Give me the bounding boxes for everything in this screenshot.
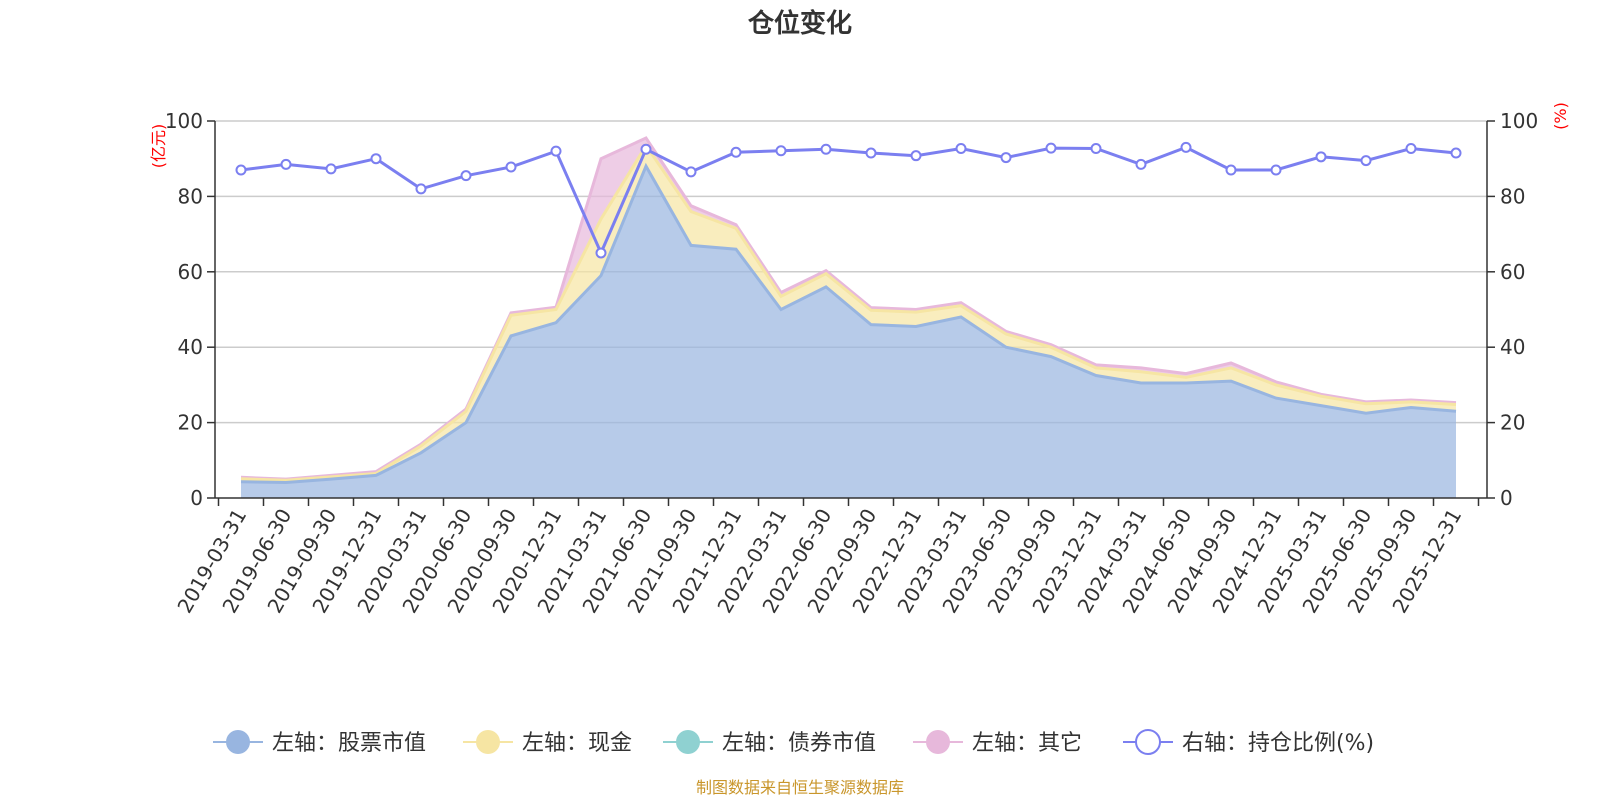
legend-item: 左轴：股票市值 <box>213 730 426 756</box>
holding-ratio-polyline <box>240 145 1457 257</box>
legend: 左轴：股票市值 左轴：现金 左轴：债券市值 左轴：其它 右轴：持仓比例(%) <box>213 729 1374 756</box>
left-y-tick-label: 100 <box>165 109 203 133</box>
holding-ratio-point <box>235 164 247 176</box>
holding-ratio-point <box>325 163 337 175</box>
legend-swatch-circle <box>926 730 950 754</box>
legend-item: 左轴：现金 <box>463 730 632 756</box>
holding-ratio-point <box>550 145 562 157</box>
area-edge-line <box>240 162 1457 485</box>
legend-label: 左轴：现金 <box>522 731 632 756</box>
holding-ratio-point <box>1180 141 1192 153</box>
left-y-tick-label: 20 <box>178 411 203 435</box>
left-y-tick-label: 60 <box>178 260 203 284</box>
legend-label: 左轴：其它 <box>972 731 1082 756</box>
legend-item: 右轴：持仓比例(%) <box>1123 729 1374 756</box>
holding-ratio-point <box>595 247 607 259</box>
left-y-ticks: 0 20 40 60 80 100 <box>165 109 215 510</box>
holding-ratio-point <box>820 143 832 155</box>
stacked-areas <box>240 136 1457 498</box>
area-edge-line <box>240 142 1457 482</box>
right-y-tick-label: 0 <box>1500 486 1513 510</box>
right-y-ticks: 0 20 40 60 80 100 <box>1487 109 1538 510</box>
holding-ratio-point <box>415 183 427 195</box>
holding-ratio-point <box>280 158 292 170</box>
source-note: 制图数据来自恒生聚源数据库 <box>696 778 904 797</box>
holding-ratio-point <box>1045 142 1057 154</box>
legend-item: 左轴：债券市值 <box>663 730 876 756</box>
holding-ratio-point <box>1450 147 1462 159</box>
right-y-tick-label: 40 <box>1500 335 1525 359</box>
legend-swatch-circle <box>226 730 250 754</box>
right-y-tick-label: 60 <box>1500 260 1525 284</box>
legend-swatch-circle <box>476 730 500 754</box>
holding-ratio-point <box>1000 152 1012 164</box>
left-y-tick-label: 40 <box>178 335 203 359</box>
holding-ratio-point <box>1360 155 1372 167</box>
left-y-tick-label: 0 <box>190 486 203 510</box>
right-y-tick-label: 100 <box>1500 109 1538 133</box>
legend-label: 右轴：持仓比例(%) <box>1182 731 1374 756</box>
axes <box>214 121 1488 499</box>
holding-ratio-point <box>640 143 652 155</box>
legend-item: 左轴：其它 <box>913 730 1082 756</box>
holding-ratio-point <box>1225 164 1237 176</box>
holding-ratio-point <box>1270 164 1282 176</box>
holding-ratio-point <box>1315 151 1327 163</box>
holding-ratio-point <box>685 166 697 178</box>
holding-ratio-point <box>370 153 382 165</box>
left-axis-unit: (亿元) <box>149 124 168 169</box>
holding-ratio-point <box>1135 158 1147 170</box>
holding-ratio-point <box>730 146 742 158</box>
left-y-tick-label: 80 <box>178 184 203 208</box>
legend-label: 左轴：股票市值 <box>272 731 426 756</box>
holding-ratio-point <box>910 150 922 162</box>
x-ticks: 2019-03-312019-06-302019-09-302019-12-31… <box>172 498 1480 617</box>
holding-ratio-point <box>865 147 877 159</box>
legend-swatch-circle <box>1135 729 1161 755</box>
holding-ratio-point <box>460 170 472 182</box>
stacked-area <box>241 166 1456 498</box>
area-edge-line <box>240 136 1457 481</box>
holding-ratio-point <box>1405 143 1417 155</box>
right-y-tick-label: 20 <box>1500 411 1525 435</box>
holding-ratio-point <box>775 145 787 157</box>
legend-swatch-circle <box>676 730 700 754</box>
right-axis-unit: (%) <box>1551 102 1570 130</box>
holding-ratio-point <box>955 143 967 155</box>
legend-label: 左轴：债券市值 <box>722 731 876 756</box>
holding-ratio-point <box>505 161 517 173</box>
chart-title: 仓位变化 <box>747 8 852 39</box>
holding-ratio-point <box>1090 143 1102 155</box>
holding-ratio-line <box>235 141 1462 259</box>
right-y-tick-label: 80 <box>1500 184 1525 208</box>
